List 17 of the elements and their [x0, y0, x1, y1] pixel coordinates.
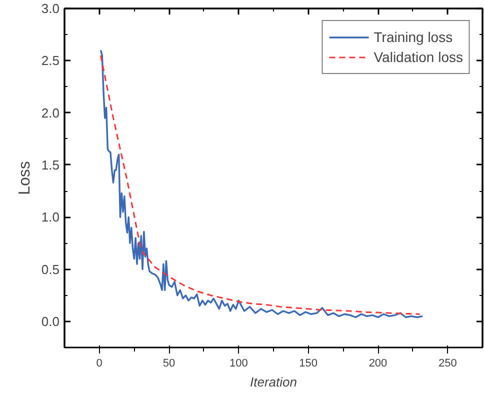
y-tick-label: 0.0	[41, 314, 60, 329]
y-tick-label: 3.0	[41, 1, 60, 16]
x-tick-label: 150	[299, 358, 318, 370]
x-tick-label: 100	[229, 358, 248, 370]
y-tick-label: 1.0	[41, 210, 60, 225]
y-tick-label: 0.5	[41, 262, 60, 277]
x-tick-label: 250	[438, 358, 457, 370]
y-tick-label: 2.0	[41, 105, 60, 120]
x-axis-title: Iteration	[250, 374, 297, 390]
x-tick-label: 200	[368, 358, 388, 370]
x-tick-label: 50	[162, 358, 176, 370]
legend-label: Validation loss	[374, 49, 463, 65]
y-tick-label: 2.5	[41, 53, 60, 68]
legend-label: Training loss	[374, 29, 453, 45]
y-tick-label: 1.5	[41, 157, 60, 172]
y-axis-title: Loss	[16, 161, 34, 195]
x-tick-label: 0	[96, 358, 102, 370]
